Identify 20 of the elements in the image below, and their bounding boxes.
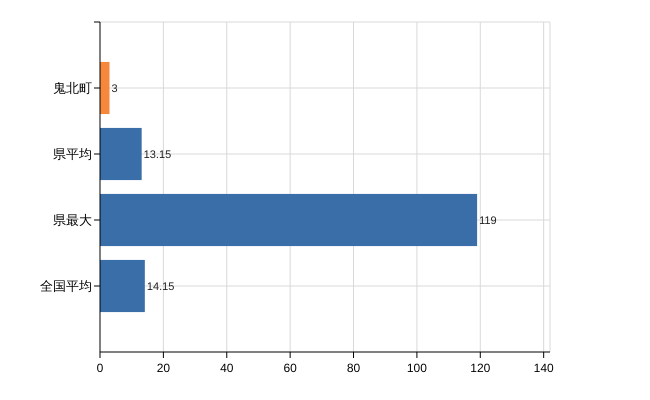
x-tick-label: 40 <box>220 361 234 375</box>
x-tick-label: 140 <box>534 361 554 375</box>
bar <box>100 62 110 114</box>
bar <box>100 128 142 180</box>
x-tick-label: 20 <box>156 361 170 375</box>
y-tick-label: 県最大 <box>53 212 92 228</box>
x-tick-label: 80 <box>346 361 361 375</box>
x-tick-label: 0 <box>96 361 104 375</box>
x-tick-label: 100 <box>406 361 428 375</box>
bar <box>100 260 145 312</box>
x-tick-label: 60 <box>283 361 298 375</box>
data-label: 14.15 <box>146 280 174 293</box>
y-tick-label: 県平均 <box>53 146 92 162</box>
x-tick-label: 120 <box>470 361 491 375</box>
data-label: 13.15 <box>144 148 172 161</box>
bar <box>100 194 478 246</box>
data-label: 119 <box>479 214 497 227</box>
y-tick-label: 鬼北町 <box>53 80 92 96</box>
data-label: 3 <box>112 82 118 95</box>
y-tick-label: 全国平均 <box>40 278 92 294</box>
